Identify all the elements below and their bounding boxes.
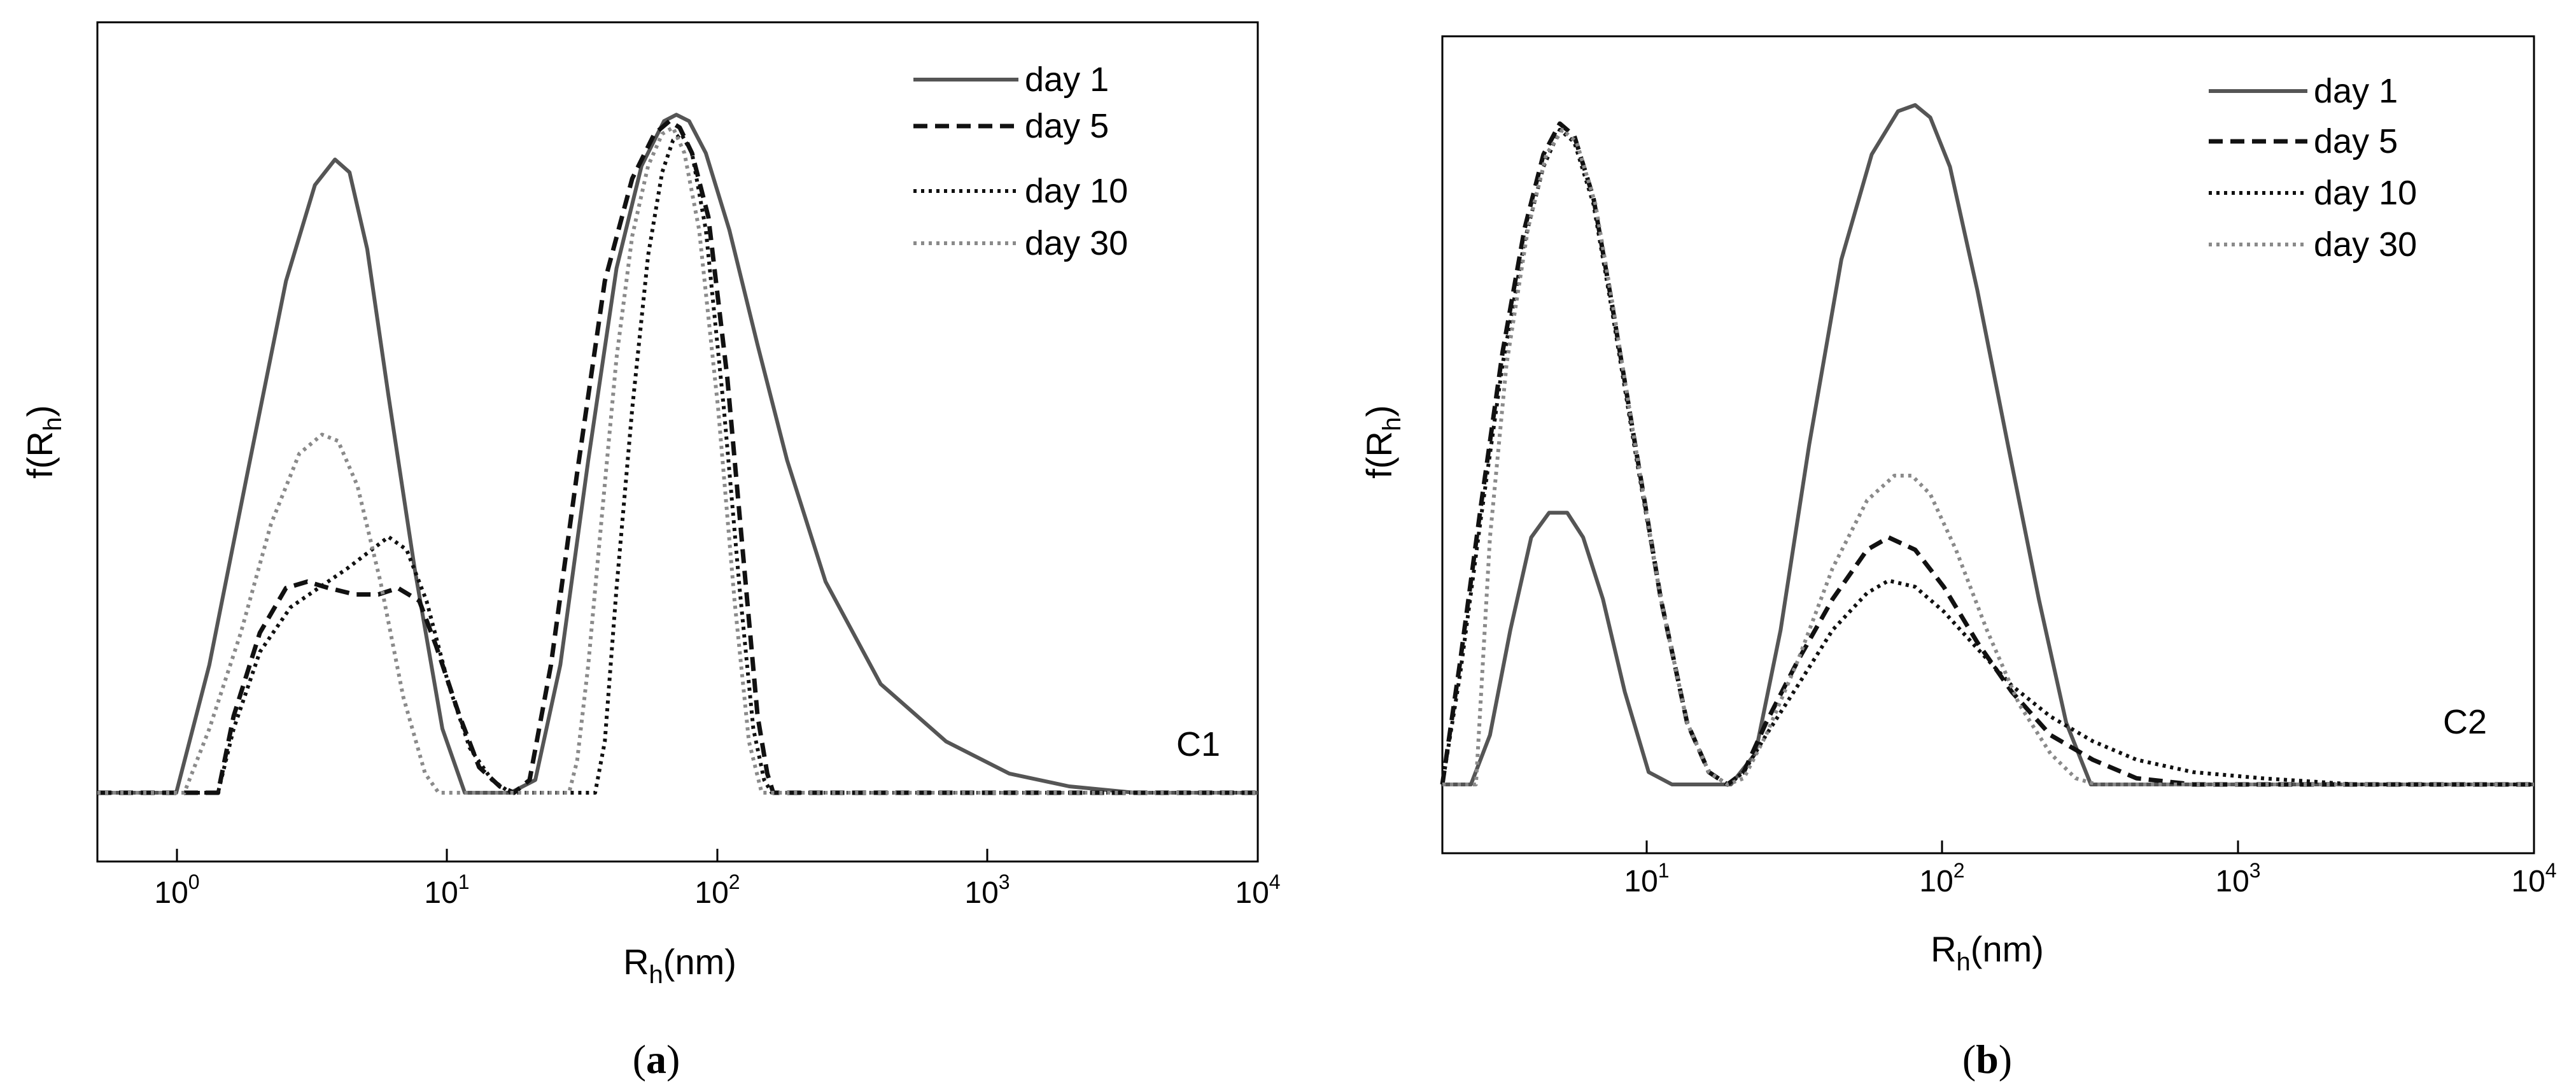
legend-label-b-2: day 10 bbox=[2314, 174, 2417, 212]
x-tick-label-a-4: 104 bbox=[1235, 870, 1280, 910]
x-axis-title-b: Rh(nm) bbox=[1931, 929, 2044, 976]
legend-label-b-0: day 1 bbox=[2314, 72, 2398, 110]
legend-label-a-0: day 1 bbox=[1025, 60, 1109, 99]
chart-panel-a: 100 101 102 103 104 Rh(nm) f(Rh) day 1 d… bbox=[20, 21, 1281, 1082]
x-tick-label-a-1: 101 bbox=[424, 870, 469, 910]
series-lines-a bbox=[97, 113, 1258, 795]
x-tick-labels-a: 100 101 102 103 104 bbox=[154, 870, 1280, 910]
tick-marks-b bbox=[1645, 840, 2535, 853]
panel-label-c1: C1 bbox=[1176, 725, 1220, 763]
x-tick-label-b-0: 101 bbox=[1624, 859, 1669, 898]
caption-a: (a) bbox=[633, 1037, 680, 1082]
tick-marks-a bbox=[176, 849, 1259, 862]
legend-label-a-1: day 5 bbox=[1025, 107, 1109, 145]
x-tick-labels-b: 101 102 103 104 bbox=[1624, 859, 2556, 898]
series-line-b-day10 bbox=[1440, 127, 2534, 786]
series-line-b-day5 bbox=[1440, 121, 2534, 787]
series-line-a-day5 bbox=[97, 118, 1258, 795]
caption-b: (b) bbox=[1962, 1037, 2012, 1082]
legend-label-a-2: day 10 bbox=[1025, 172, 1128, 210]
series-line-a-day10 bbox=[97, 132, 1258, 795]
y-axis-title-a: f(Rh) bbox=[20, 405, 67, 479]
legend-label-b-1: day 5 bbox=[2314, 122, 2398, 160]
legend-a: day 1 day 5 day 10 day 30 bbox=[913, 60, 1128, 262]
y-axis-title-b: f(Rh) bbox=[1359, 405, 1406, 479]
x-axis-title-a: Rh(nm) bbox=[623, 942, 736, 989]
legend-label-b-3: day 30 bbox=[2314, 225, 2417, 264]
plot-frame-a bbox=[96, 21, 1259, 863]
x-tick-label-b-1: 102 bbox=[1919, 859, 1964, 898]
x-tick-label-b-2: 103 bbox=[2215, 859, 2260, 898]
plot-frame-b bbox=[1441, 35, 2535, 854]
x-tick-label-a-0: 100 bbox=[154, 870, 199, 910]
x-tick-label-a-2: 102 bbox=[694, 870, 740, 910]
x-tick-label-a-3: 103 bbox=[964, 870, 1010, 910]
series-line-b-day30 bbox=[1442, 127, 2534, 786]
x-tick-label-b-3: 104 bbox=[2511, 859, 2556, 898]
panel-label-c2: C2 bbox=[2443, 703, 2487, 741]
legend-b: day 1 day 5 day 10 day 30 bbox=[2209, 72, 2417, 264]
series-line-a-day1 bbox=[97, 113, 1258, 795]
series-line-a-day30 bbox=[97, 125, 1258, 795]
chart-panel-b: 101 102 103 104 Rh(nm) f(Rh) day 1 day 5… bbox=[1359, 35, 2557, 1082]
series-line-b-day1 bbox=[1442, 103, 2534, 786]
series-lines-b bbox=[1440, 103, 2534, 787]
legend-label-a-3: day 30 bbox=[1025, 224, 1128, 262]
